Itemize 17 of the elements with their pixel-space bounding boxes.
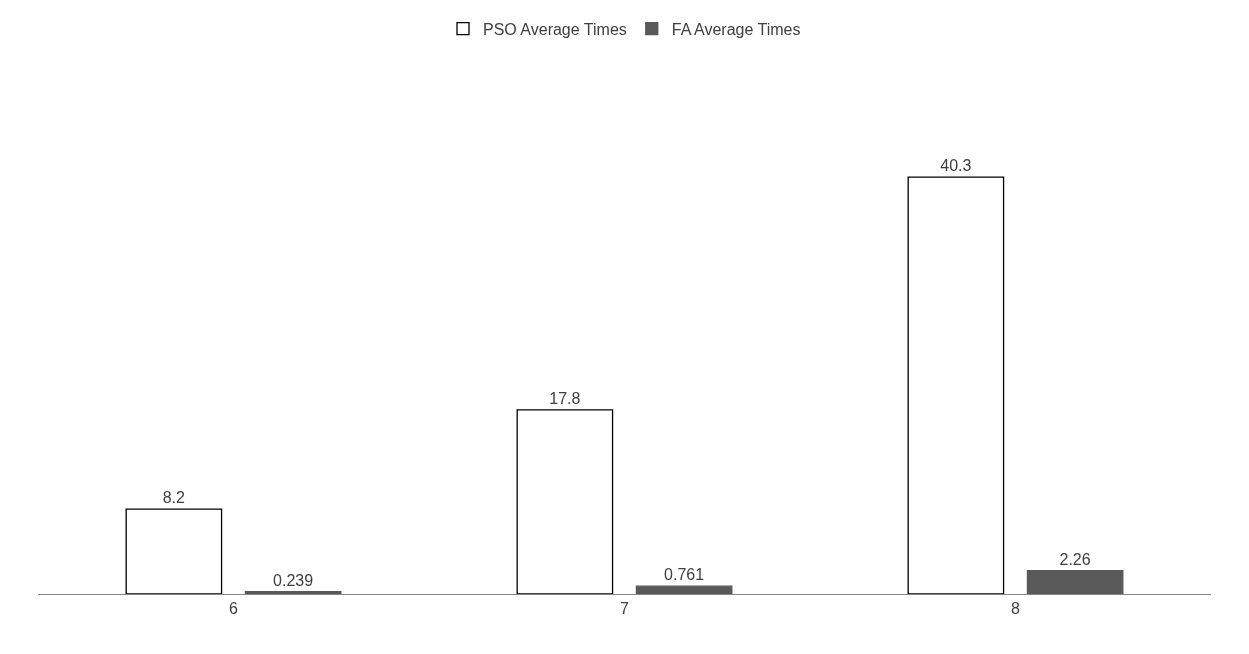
data-label: 0.239 — [273, 571, 314, 589]
bar — [1026, 569, 1124, 594]
bar — [907, 176, 1005, 594]
bar — [516, 409, 614, 594]
data-label: 0.761 — [664, 566, 705, 584]
legend-label: PSO Average Times — [483, 20, 627, 38]
data-label: 40.3 — [940, 157, 972, 175]
x-tick-label: 6 — [229, 600, 239, 618]
bar — [635, 585, 733, 594]
legend-label: FA Average Times — [671, 20, 801, 38]
data-label: 8.2 — [162, 489, 186, 507]
x-tick-label: 7 — [620, 600, 630, 618]
data-label: 17.8 — [549, 389, 581, 407]
bar — [125, 508, 223, 594]
x-tick-label: 8 — [1011, 600, 1021, 618]
data-label: 2.26 — [1059, 550, 1091, 568]
bar — [244, 590, 342, 594]
